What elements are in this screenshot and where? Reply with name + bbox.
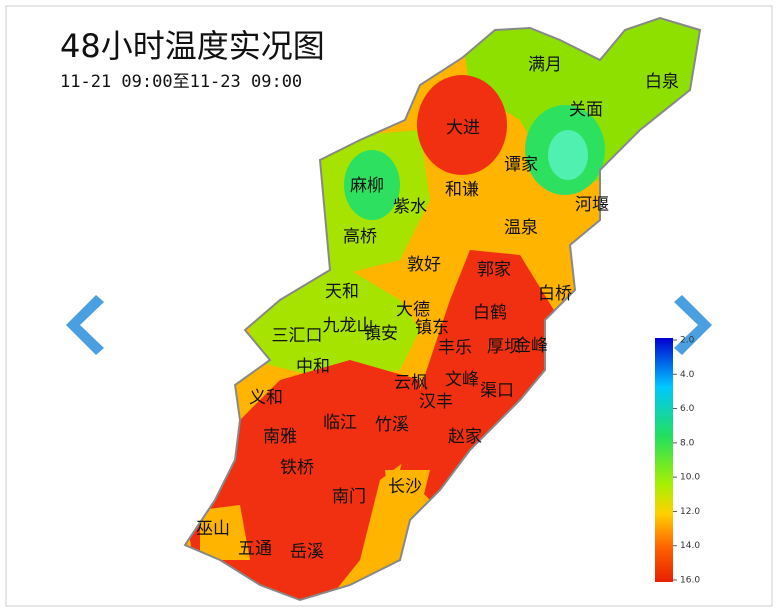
title: 48小时温度实况图	[60, 27, 325, 65]
legend-tick-label: 6.0	[680, 404, 695, 414]
place-label: 关面	[569, 100, 603, 120]
legend-tick-label: 16.0	[680, 576, 700, 586]
place-label: 紫水	[393, 197, 427, 217]
place-label: 渠口	[480, 381, 514, 401]
place-label: 竹溪	[375, 415, 409, 435]
place-label: 河堰	[575, 195, 609, 215]
place-label: 金峰	[514, 336, 548, 356]
place-label: 赵家	[448, 427, 482, 447]
frame	[5, 5, 773, 607]
place-label: 白鹤	[473, 303, 507, 323]
place-label: 九龙山	[323, 316, 374, 336]
place-label: 中和	[296, 357, 330, 377]
colorbar	[655, 338, 673, 582]
place-label: 白泉	[645, 72, 679, 92]
legend-tick-label: 10.0	[680, 473, 700, 483]
place-label: 丰乐	[438, 338, 472, 358]
place-label: 温泉	[504, 218, 538, 238]
subtitle: 11-21 09:00至11-23 09:00	[60, 72, 302, 92]
place-label: 镇安	[364, 324, 398, 344]
place-label: 白桥	[538, 284, 572, 304]
place-label: 义和	[249, 388, 283, 408]
place-label: 文峰	[445, 370, 479, 390]
place-label: 和谦	[445, 180, 479, 200]
place-label: 麻柳	[350, 176, 384, 196]
prev-arrow[interactable]	[66, 295, 104, 355]
legend-tick-label: 14.0	[680, 541, 700, 551]
place-label: 临江	[323, 413, 357, 433]
place-label: 岳溪	[290, 542, 324, 562]
place-label: 镇东	[415, 318, 449, 338]
place-label: 五通	[238, 539, 272, 559]
place-label: 大进	[446, 118, 480, 138]
place-label: 长沙	[388, 477, 422, 497]
place-label: 铁桥	[280, 458, 314, 478]
legend-tick-label: 12.0	[680, 507, 700, 517]
place-label: 敦好	[407, 255, 441, 275]
next-arrow[interactable]	[674, 295, 712, 355]
place-label: 郭家	[477, 260, 511, 280]
place-label: 高桥	[343, 227, 377, 247]
place-label: 南雅	[263, 427, 297, 447]
legend-tick-label: 8.0	[680, 438, 695, 448]
place-label: 大德	[396, 300, 430, 320]
place-label: 三汇口	[272, 326, 323, 346]
legend-tick-label: 4.0	[680, 370, 695, 380]
place-label: 云枫	[394, 373, 428, 393]
legend-tick-label: 2.0	[680, 336, 695, 346]
place-label: 南门	[332, 487, 366, 507]
place-label: 汉丰	[419, 392, 453, 412]
place-label: 天和	[325, 282, 359, 302]
place-label: 厚坝	[487, 337, 521, 357]
place-label: 巫山	[196, 519, 230, 539]
place-label: 谭家	[504, 155, 538, 175]
place-label: 满月	[528, 55, 562, 75]
